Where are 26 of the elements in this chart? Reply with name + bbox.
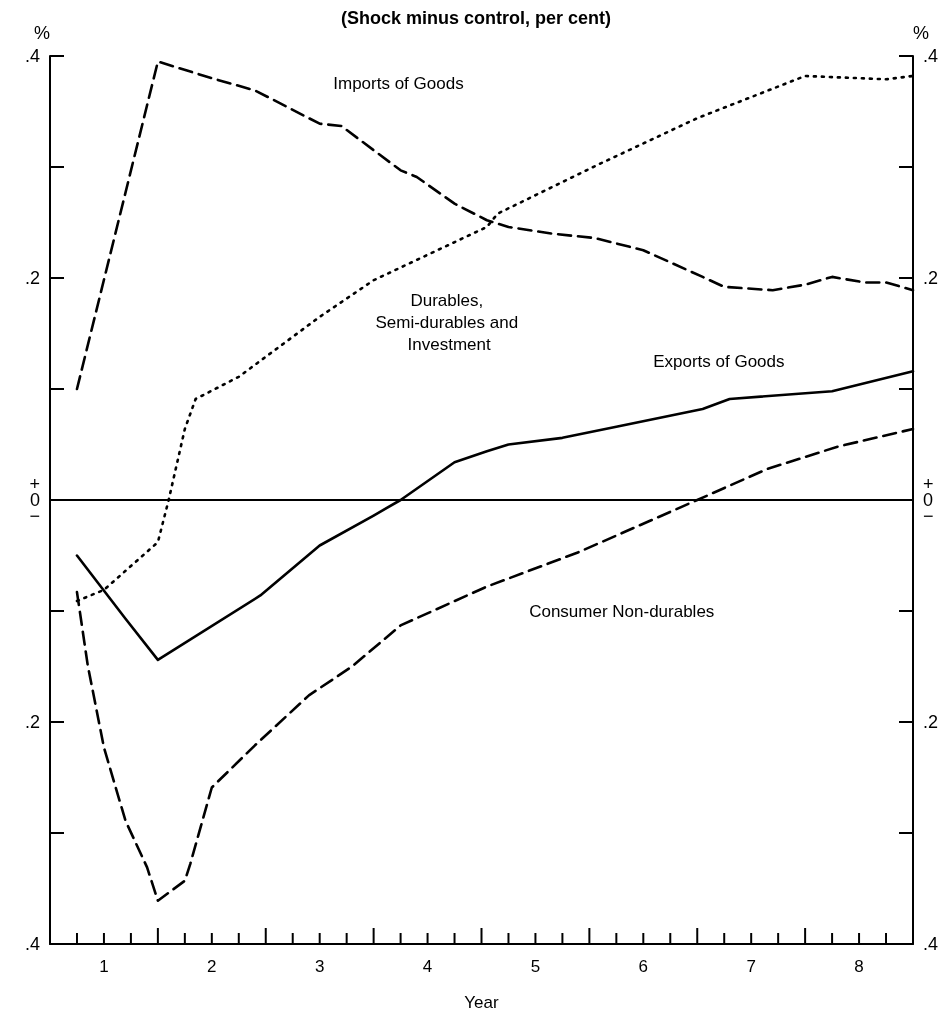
y2-tick-label: .4 xyxy=(923,46,939,66)
x-tick-label: 5 xyxy=(530,957,541,976)
chart-title: (Shock minus control, per cent) xyxy=(340,8,612,28)
y2-tick-label: + 0 − xyxy=(923,474,934,526)
y-tick-label: .2 xyxy=(24,712,40,732)
x-tick-label: 2 xyxy=(207,957,217,976)
x-tick-label: 3 xyxy=(314,957,325,976)
y-tick-label: + 0 − xyxy=(29,474,40,526)
x-tick-label: 1 xyxy=(99,957,109,976)
x-tick-label: 7 xyxy=(746,957,756,976)
y2-axis-title: % xyxy=(913,23,930,43)
series-label: Consumer Non-durables xyxy=(529,601,715,621)
y2-tick-label: .2 xyxy=(923,268,939,288)
x-tick-label: 6 xyxy=(638,957,649,976)
x-tick-label: 8 xyxy=(854,957,864,976)
series-label: Imports of Goods xyxy=(333,74,464,94)
y-tick-label: .4 xyxy=(24,46,40,66)
y-tick-label: .2 xyxy=(24,268,40,288)
x-tick-label: 4 xyxy=(422,957,433,976)
series-label: Exports of Goods xyxy=(653,351,785,371)
y-axis-title: % xyxy=(33,23,50,43)
y2-tick-label: .4 xyxy=(923,934,939,954)
x-axis-title: Year xyxy=(464,993,500,1012)
y2-tick-label: .2 xyxy=(923,712,939,732)
y-tick-label: .4 xyxy=(24,934,40,954)
series-label: Durables, Semi-durables and Investment xyxy=(375,290,523,354)
